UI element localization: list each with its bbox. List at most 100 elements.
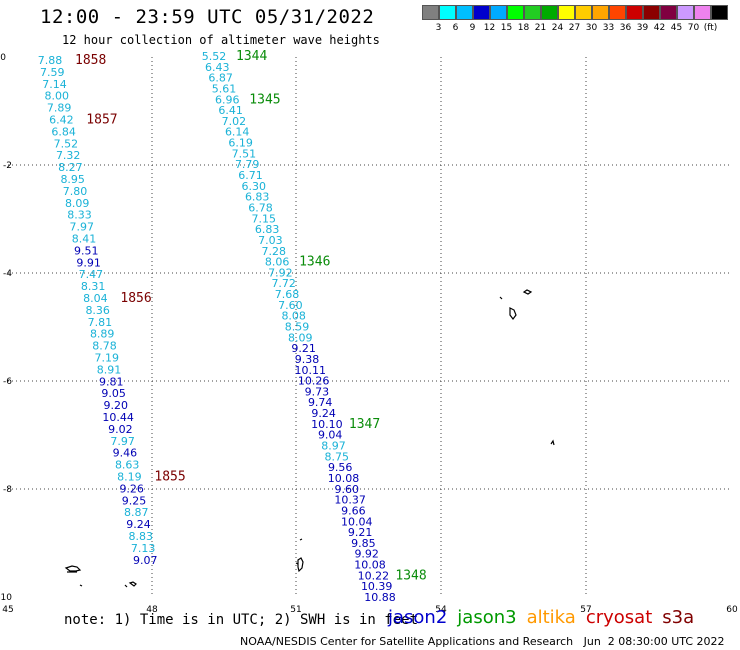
track-time-label: 1344: [236, 49, 267, 64]
legend-swatch: [490, 5, 507, 20]
wave-height-label: 7.13: [131, 542, 156, 555]
x-tick-label: 54: [435, 605, 447, 615]
wave-height-label: 8.09: [288, 331, 313, 344]
wave-height-label: 7.79: [235, 158, 260, 171]
wave-height-label: 9.56: [328, 461, 353, 474]
wave-height-label: 8.04: [83, 292, 108, 305]
track-time-label: 1857: [86, 113, 117, 128]
island: [79, 584, 83, 587]
legend-swatch: [694, 5, 711, 20]
legend-label: 12: [483, 23, 496, 33]
wave-height-label: 6.43: [205, 61, 230, 74]
y-tick-label: -6: [3, 377, 12, 387]
wave-height-label: 7.97: [70, 221, 95, 234]
wave-height-label: 5.61: [212, 83, 237, 96]
wave-height-label: 7.68: [275, 288, 300, 301]
wave-height-label: 7.60: [278, 299, 303, 312]
legend-swatch: [711, 5, 728, 20]
island: [299, 538, 303, 541]
legend-label: 36: [619, 23, 632, 33]
wave-height-label: 7.80: [63, 185, 88, 198]
island: [295, 562, 299, 565]
legend-label: 18: [517, 23, 530, 33]
wave-height-label: 9.85: [351, 537, 376, 550]
y-tick-label: 0: [0, 53, 6, 63]
y-tick-label: -2: [3, 161, 12, 171]
wave-height-label: 7.47: [79, 268, 104, 281]
wave-height-label: 9.21: [291, 342, 316, 355]
legend-label: 30: [585, 23, 598, 33]
track-time-label: 1855: [154, 470, 185, 485]
island: [509, 307, 517, 320]
wave-height-label: 9.24: [126, 518, 151, 531]
wave-height-label: 7.89: [47, 102, 72, 115]
wave-height-label: 9.81: [99, 375, 124, 388]
wave-height-label: 8.78: [92, 340, 117, 353]
legend-swatch: [439, 5, 456, 20]
wave-height-label: 6.83: [255, 223, 280, 236]
legend-label: (ft): [703, 23, 718, 33]
wave-height-label: 6.78: [248, 202, 273, 215]
wave-height-label: 8.89: [90, 328, 115, 341]
wave-height-label: 7.14: [42, 78, 67, 91]
y-tick-label: -4: [3, 269, 12, 279]
wave-height-label: 7.72: [271, 277, 296, 290]
wave-height-label: 10.08: [328, 472, 360, 485]
satellite-key: jason2 jason3 altika cryosat s3a: [388, 607, 704, 628]
wave-height-label: 6.96: [215, 93, 240, 106]
wave-height-label: 7.59: [40, 66, 65, 79]
island: [128, 581, 137, 587]
legend-label: 6: [452, 23, 459, 33]
satellite-name: cryosat: [585, 607, 653, 628]
wave-height-label: 9.21: [348, 526, 373, 539]
legend-swatch: [558, 5, 575, 20]
island: [550, 439, 555, 446]
wave-height-label: 7.03: [258, 234, 283, 247]
wave-height-label: 9.26: [119, 482, 144, 495]
wave-height-label: 8.08: [281, 310, 306, 323]
legend-swatch: [422, 5, 439, 20]
track-time-label: 1856: [120, 291, 151, 306]
wave-height-label: 8.33: [67, 209, 92, 222]
island: [64, 565, 82, 572]
wave-height-label: 9.73: [305, 385, 330, 398]
legend-swatch: [524, 5, 541, 20]
wave-height-label: 9.60: [335, 483, 360, 496]
wave-height-label: 8.75: [325, 450, 350, 463]
wave-height-label: 9.92: [354, 548, 379, 561]
legend-label: 27: [568, 23, 581, 33]
legend-swatch: [507, 5, 524, 20]
wave-height-label: 8.83: [129, 530, 154, 543]
legend-swatch: [677, 5, 694, 20]
wave-height-label: 8.87: [124, 506, 149, 519]
wave-height-label: 8.59: [285, 321, 310, 334]
wave-height-label: 7.28: [262, 245, 287, 258]
wave-height-label: 7.19: [95, 352, 120, 365]
wave-height-label: 10.88: [364, 591, 396, 604]
legend-label: 70: [687, 23, 700, 33]
wave-height-label: 9.02: [108, 423, 133, 436]
legend-swatch: [609, 5, 626, 20]
legend-label: 9: [469, 23, 476, 33]
x-tick-label: 57: [580, 605, 591, 615]
track-time-label: 1348: [395, 568, 426, 583]
wave-height-label: 6.30: [242, 180, 267, 193]
wave-height-label: 8.63: [115, 459, 140, 472]
wave-height-label: 10.22: [358, 569, 390, 582]
wave-height-label: 8.19: [117, 471, 142, 484]
wave-height-label: 10.37: [334, 494, 366, 507]
wave-height-label: 6.83: [245, 191, 270, 204]
wave-height-label: 6.41: [218, 104, 243, 117]
wave-height-label: 8.41: [72, 233, 97, 246]
wave-height-label: 8.09: [65, 197, 90, 210]
wave-height-label: 9.74: [308, 396, 333, 409]
x-tick-label: 45: [2, 605, 13, 615]
island-coastlines: [64, 289, 555, 588]
wave-height-label: 10.08: [354, 559, 386, 572]
wave-height-label: 7.02: [222, 115, 247, 128]
wave-height-label: 5.52: [202, 50, 227, 63]
y-tick-label: -8: [3, 485, 12, 495]
legend-swatch: [473, 5, 490, 20]
wave-height-label: 9.46: [113, 447, 138, 460]
